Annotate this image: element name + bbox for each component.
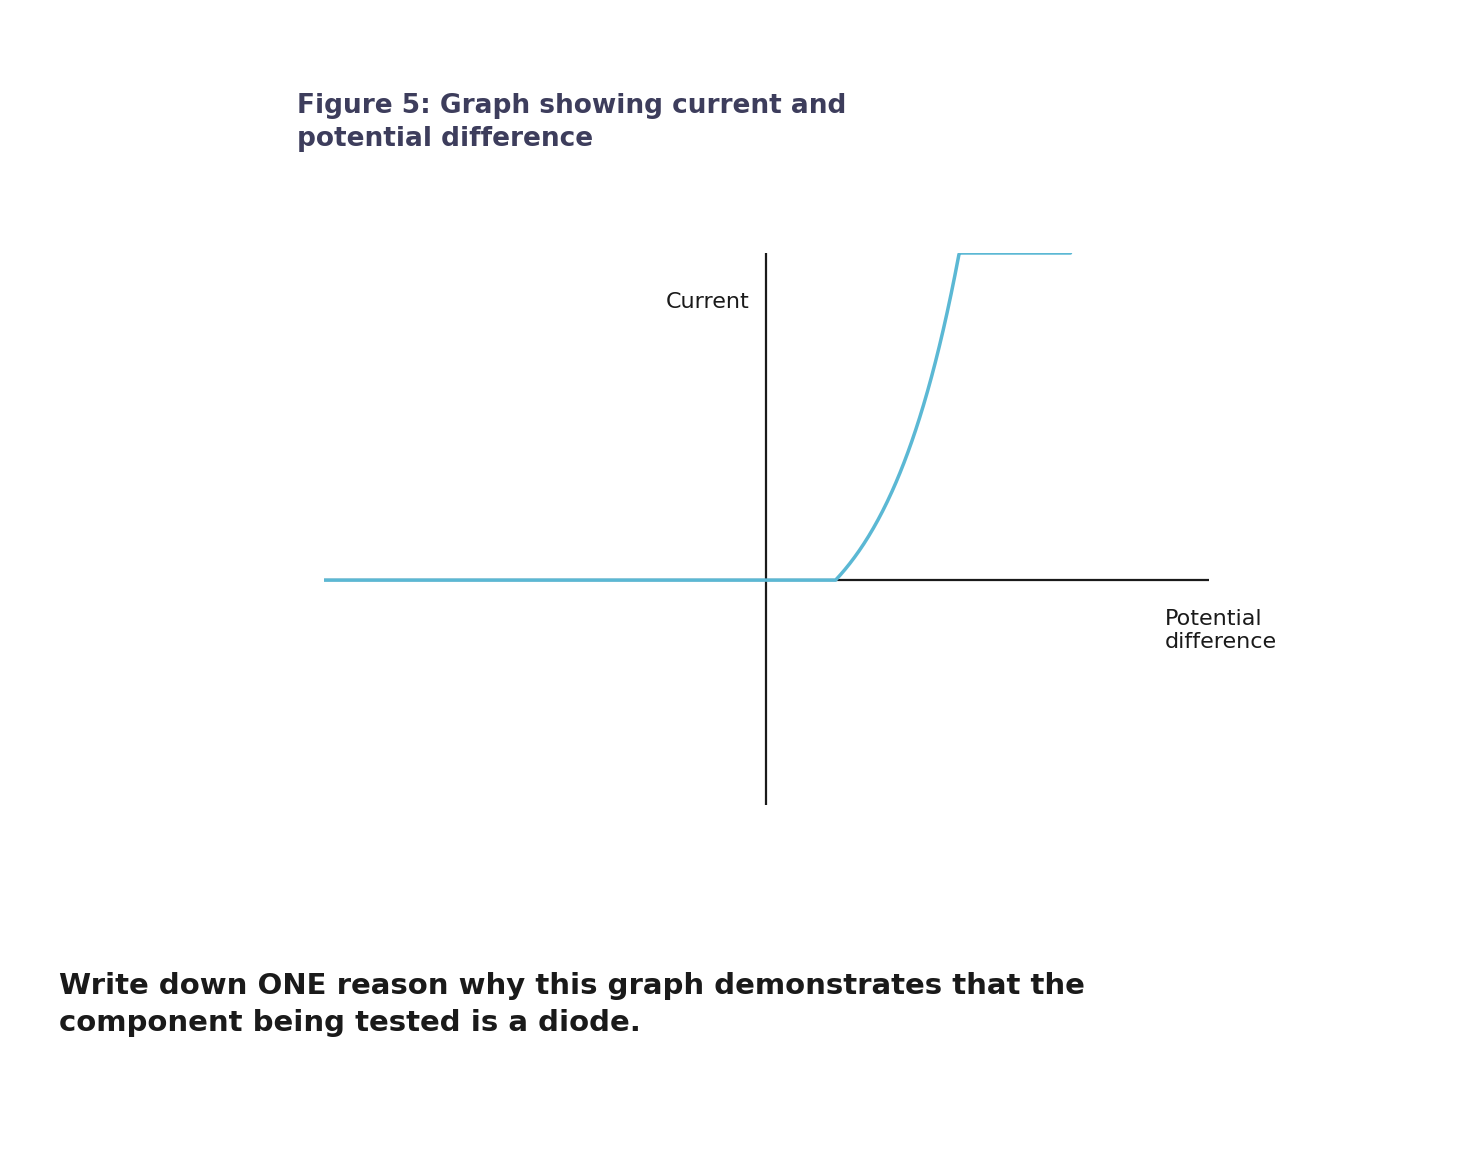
- Text: Current: Current: [666, 292, 750, 313]
- Text: Figure 5: Graph showing current and
potential difference: Figure 5: Graph showing current and pote…: [298, 93, 848, 152]
- Text: Potential
difference: Potential difference: [1164, 608, 1276, 652]
- Text: Write down ONE reason why this graph demonstrates that the
component being teste: Write down ONE reason why this graph dem…: [59, 972, 1085, 1036]
